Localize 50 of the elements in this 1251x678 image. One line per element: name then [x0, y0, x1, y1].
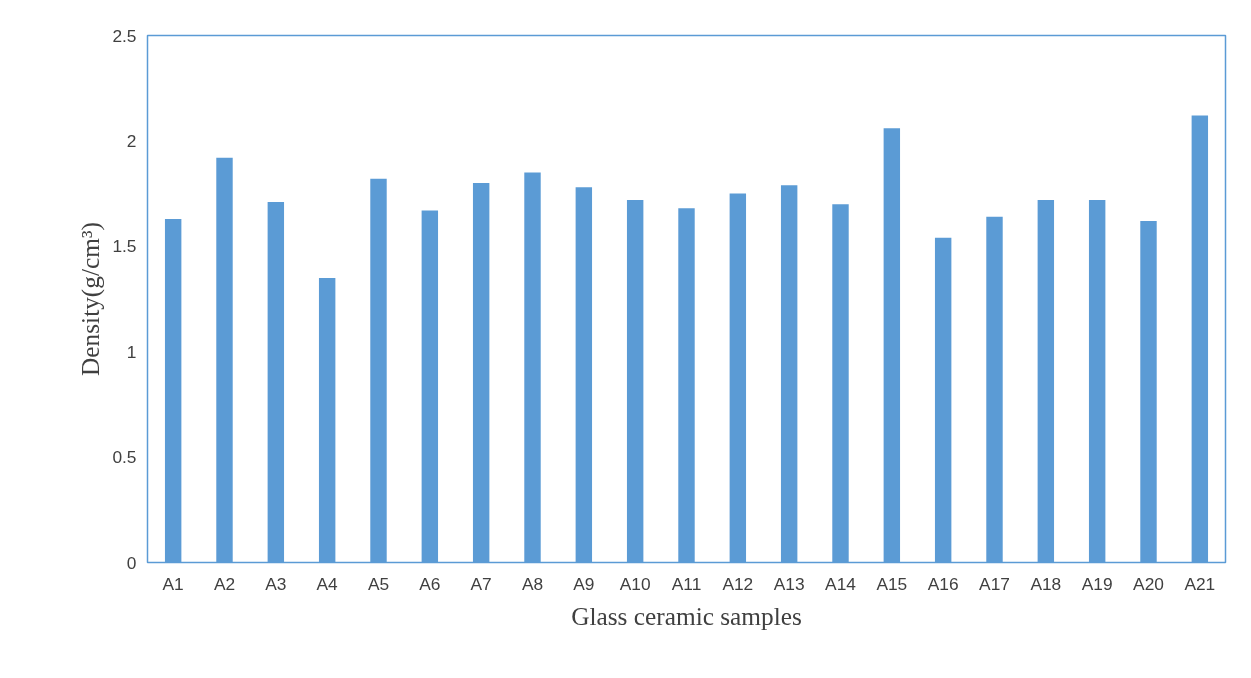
bar: [1191, 115, 1209, 563]
y-axis-title: Density(g/cm³): [76, 222, 106, 376]
x-tick-label: A11: [671, 573, 702, 594]
y-tick-label: 1.5: [112, 236, 137, 257]
bar: [267, 202, 285, 563]
x-tick-label: A13: [773, 573, 805, 594]
y-tick-label: 0.5: [112, 447, 137, 468]
x-tick-label: A16: [927, 573, 959, 594]
bar: [421, 210, 439, 563]
x-tick-label: A20: [1133, 573, 1164, 594]
x-tick-label: A4: [316, 573, 339, 594]
x-tick-label: A12: [722, 573, 754, 594]
x-tick-label: A3: [265, 573, 287, 594]
bar: [729, 193, 747, 563]
y-tick-label: 2.5: [112, 25, 137, 46]
x-tick-label: A2: [213, 573, 236, 594]
x-axis-title: Glass ceramic samples: [571, 601, 802, 630]
bar: [524, 172, 541, 563]
x-tick-label: A14: [825, 573, 857, 594]
x-tick-label: A6: [419, 573, 441, 594]
bar: [472, 183, 490, 563]
bar: [216, 157, 233, 563]
bar: [626, 199, 644, 563]
bar: [883, 128, 901, 563]
bar: [780, 185, 798, 563]
bar: [832, 204, 849, 563]
x-tick-label: A17: [979, 573, 1010, 594]
bar: [1140, 221, 1157, 563]
x-tick-label: A7: [470, 573, 492, 594]
bar: [164, 218, 182, 563]
y-tick-label: 1: [126, 341, 137, 362]
x-tick-label: A18: [1030, 573, 1062, 594]
bar: [318, 277, 336, 563]
bar: [934, 237, 952, 563]
y-tick-label: 0: [126, 552, 137, 573]
bar: [678, 208, 695, 563]
x-tick-label: A8: [521, 573, 544, 594]
x-tick-label: A1: [162, 573, 184, 594]
bar: [575, 187, 593, 563]
bar: [1037, 199, 1055, 563]
bar: [370, 178, 387, 563]
x-tick-label: A19: [1081, 573, 1113, 594]
y-tick-label: 2: [126, 130, 137, 151]
x-tick-label: A21: [1184, 573, 1216, 594]
x-tick-label: A10: [619, 573, 651, 594]
x-tick-label: A15: [876, 573, 908, 594]
bar: [986, 216, 1003, 563]
x-tick-label: A5: [367, 573, 390, 594]
x-tick-label: A9: [573, 573, 595, 594]
bar: [1088, 199, 1106, 563]
